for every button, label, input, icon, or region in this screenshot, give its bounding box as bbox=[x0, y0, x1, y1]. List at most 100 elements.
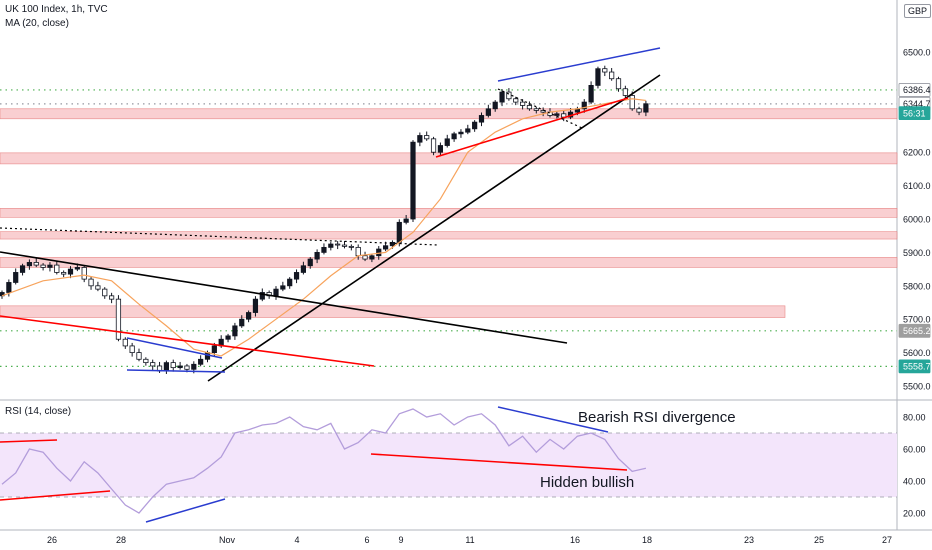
sr-zone bbox=[0, 108, 898, 120]
trendline bbox=[497, 406, 609, 433]
axes: 5500.0 5600.0 5700.0 5800.0 5900.0 6000.0 6100… bbox=[47, 48, 931, 546]
time-tick-label: 6 bbox=[364, 535, 369, 545]
price-tick-label: 5800.0 bbox=[903, 281, 931, 291]
candle-body bbox=[252, 298, 259, 313]
candle-body bbox=[485, 108, 491, 116]
trendline bbox=[207, 74, 661, 382]
candle-body bbox=[609, 71, 615, 80]
symbol-legend[interactable]: UK 100 Index, 1h, TVC bbox=[5, 4, 108, 15]
candle-body bbox=[26, 262, 33, 267]
candle-body bbox=[424, 135, 430, 140]
candle-body bbox=[636, 108, 642, 113]
candle-body bbox=[376, 248, 382, 257]
candle-body bbox=[581, 101, 587, 110]
price-tick-label: 6000.0 bbox=[903, 215, 931, 225]
candle-body bbox=[109, 295, 115, 300]
candle-body bbox=[88, 278, 94, 287]
candle-body bbox=[232, 325, 238, 337]
price-tick-label: 6100.0 bbox=[903, 181, 931, 191]
trendline bbox=[497, 47, 661, 82]
candle-body bbox=[95, 285, 101, 290]
trendline bbox=[0, 251, 568, 344]
candle-body bbox=[595, 68, 601, 86]
candle-body bbox=[239, 318, 245, 327]
sr-zone bbox=[0, 305, 786, 318]
annotation-hidden-bullish: Hidden bullish bbox=[540, 474, 634, 491]
candle-body bbox=[307, 258, 313, 267]
candle-body bbox=[643, 103, 649, 113]
candle-body bbox=[458, 131, 464, 135]
candle-body bbox=[6, 282, 12, 293]
candle-body bbox=[33, 262, 39, 266]
candle-body bbox=[403, 218, 409, 223]
price-badge-label: 5558.7 bbox=[903, 362, 931, 372]
trendline bbox=[370, 453, 628, 471]
ma-legend[interactable]: MA (20, close) bbox=[5, 18, 69, 29]
rsi-band-fill bbox=[0, 433, 897, 497]
trendline bbox=[497, 88, 583, 129]
candle-body bbox=[19, 265, 26, 273]
price-candles bbox=[0, 65, 649, 374]
price-tick-label: 5900.0 bbox=[903, 248, 931, 258]
candle-body bbox=[321, 246, 327, 253]
currency-badge[interactable]: GBP bbox=[904, 4, 932, 18]
time-tick-label: 23 bbox=[744, 535, 754, 545]
trendline bbox=[126, 369, 226, 373]
price-badge-label: 5665.2 bbox=[903, 326, 931, 336]
price-tick-label: 5500.0 bbox=[903, 382, 931, 392]
support-resistance-zones bbox=[0, 89, 898, 367]
candle-body bbox=[335, 243, 341, 246]
trendline bbox=[145, 498, 226, 523]
candle-body bbox=[478, 115, 485, 123]
candle-body bbox=[245, 312, 252, 320]
price-badge bbox=[898, 359, 931, 374]
rsi-tick-label: 60.00 bbox=[903, 445, 926, 455]
rsi-legend[interactable]: RSI (14, close) bbox=[5, 406, 72, 417]
price-badges: 6386.4 6344.756:31 5665.2 5558.7 bbox=[898, 83, 931, 374]
trendline bbox=[0, 227, 439, 246]
time-tick-label: 18 bbox=[642, 535, 652, 545]
candle-body bbox=[67, 268, 74, 275]
trendline bbox=[435, 97, 629, 158]
candle-body bbox=[81, 267, 87, 280]
moving-average bbox=[1, 98, 646, 357]
candle-body bbox=[143, 358, 149, 364]
candle-body bbox=[341, 244, 348, 247]
rsi-band bbox=[0, 432, 897, 498]
time-tick-label: 26 bbox=[47, 535, 57, 545]
candle-body bbox=[348, 245, 354, 248]
candle-body bbox=[47, 264, 53, 268]
candle-body bbox=[513, 98, 519, 103]
candle-body bbox=[499, 91, 505, 103]
candle-body bbox=[506, 91, 512, 100]
time-tick-label: 28 bbox=[116, 535, 126, 545]
candle-body bbox=[211, 345, 217, 354]
price-badge bbox=[898, 83, 931, 97]
sr-zone bbox=[0, 257, 898, 268]
candle-body bbox=[150, 362, 156, 367]
candle-body bbox=[451, 133, 457, 140]
trendline bbox=[0, 315, 375, 367]
annotation-bearish: Bearish RSI divergence bbox=[578, 409, 736, 426]
time-tick-label: Nov bbox=[219, 535, 236, 545]
rsi-tick-label: 20.00 bbox=[903, 509, 926, 519]
sr-zone bbox=[0, 208, 898, 218]
time-tick-label: 27 bbox=[882, 535, 892, 545]
candle-body bbox=[430, 138, 437, 153]
time-tick-label: 4 bbox=[294, 535, 299, 545]
candle-body bbox=[629, 95, 635, 110]
candle-body bbox=[259, 292, 265, 300]
candle-body bbox=[540, 110, 546, 113]
candle-body bbox=[369, 255, 375, 260]
sr-zone bbox=[0, 152, 898, 165]
candle-body bbox=[129, 345, 135, 354]
candle-body bbox=[554, 113, 560, 116]
price-tick-label: 6200.0 bbox=[903, 148, 931, 158]
rsi-series-line bbox=[1, 408, 647, 514]
rsi-tick-label: 80.00 bbox=[903, 413, 926, 423]
candle-body bbox=[74, 267, 80, 270]
trendline bbox=[126, 337, 223, 359]
candle-body bbox=[115, 298, 122, 340]
time-tick-label: 11 bbox=[465, 535, 474, 545]
